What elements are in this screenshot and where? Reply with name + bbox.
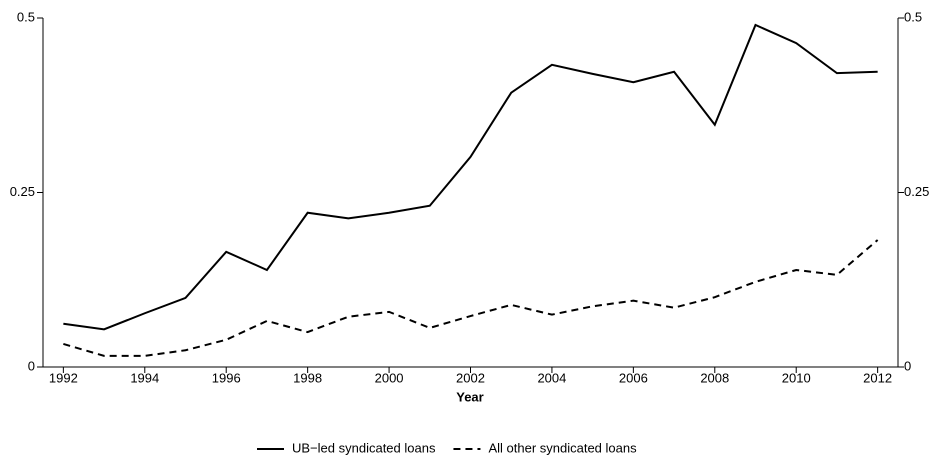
y-tick-label: 0.25 [10,184,35,199]
y2-tick-label: 0 [904,358,911,373]
x-axis-label: Year [456,389,483,404]
x-tick-label: 1998 [293,370,322,385]
x-tick-label: 2004 [537,370,566,385]
legend-label: All other syndicated loans [488,440,637,455]
y-tick-label: 0.5 [17,9,35,24]
x-tick-label: 2006 [619,370,648,385]
x-tick-label: 1996 [212,370,241,385]
y2-tick-label: 0.5 [904,9,922,24]
x-tick-label: 1992 [49,370,78,385]
x-tick-label: 2002 [456,370,485,385]
series-line [63,23,878,331]
x-tick-label: 2012 [863,370,892,385]
x-tick-label: 2008 [700,370,729,385]
series-line [63,239,879,357]
x-tick-label: 2010 [782,370,811,385]
y2-tick-label: 0.25 [904,184,929,199]
x-tick-label: 1994 [130,370,159,385]
x-tick-label: 2000 [375,370,404,385]
legend-label: UB−led syndicated loans [292,440,436,455]
y-tick-label: 0 [28,358,35,373]
